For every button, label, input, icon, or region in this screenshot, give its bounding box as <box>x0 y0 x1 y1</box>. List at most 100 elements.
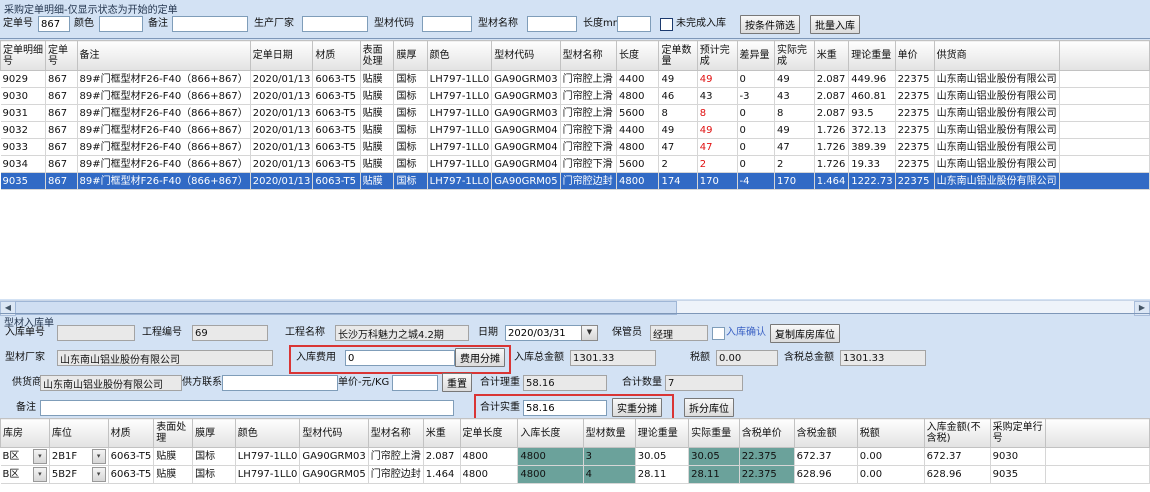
cell[interactable]: 4800 <box>517 465 584 484</box>
cell[interactable]: GA90GRM03 <box>491 87 561 105</box>
table-row[interactable]: 9029 867 89#门框型材F26-F40（866+867） 2020/01/13… <box>0 70 1150 88</box>
cell[interactable]: 山东南山铝业股份有限公司 <box>934 104 1060 122</box>
cell[interactable]: 国标 <box>393 138 428 156</box>
cell[interactable]: ▾ B区 <box>0 447 50 466</box>
date-dropdown-button[interactable]: ▼ <box>581 325 598 341</box>
inbound-no-field[interactable] <box>57 325 135 341</box>
cell[interactable]: 2.087 <box>814 104 850 122</box>
cell[interactable]: 22375 <box>895 155 935 173</box>
cell[interactable]: 2020/01/13 <box>250 121 314 139</box>
fee-input[interactable] <box>345 350 455 366</box>
cell[interactable]: 国标 <box>393 155 428 173</box>
cell[interactable]: 47 <box>697 138 738 156</box>
cell[interactable]: 国标 <box>192 447 236 466</box>
cell[interactable]: 22.375 <box>739 465 795 484</box>
total-theory-field[interactable] <box>523 375 607 391</box>
cell[interactable]: 9030 <box>0 87 46 105</box>
cell[interactable]: 山东南山铝业股份有限公司 <box>934 87 1060 105</box>
cell[interactable]: 1.726 <box>814 155 850 173</box>
length-filter-input[interactable] <box>617 16 651 32</box>
cell[interactable]: 门帘腔边封 <box>368 465 424 484</box>
cell[interactable]: 国标 <box>393 104 428 122</box>
cell[interactable]: 89#门框型材F26-F40（866+867） <box>77 104 251 122</box>
cell[interactable]: 19.33 <box>848 155 896 173</box>
cell[interactable]: 28.11 <box>688 465 740 484</box>
cell[interactable]: GA90GRM03 <box>491 104 561 122</box>
inbound-confirm-checkbox[interactable] <box>712 327 725 340</box>
cell[interactable]: 9034 <box>0 155 46 173</box>
cell[interactable]: 170 <box>774 172 815 190</box>
dropdown-arrow-icon[interactable]: ▾ <box>91 467 106 482</box>
tax-field[interactable] <box>716 350 778 366</box>
cell[interactable]: 89#门框型材F26-F40（866+867） <box>77 172 251 190</box>
dropdown-arrow-icon[interactable]: ▾ <box>91 449 106 464</box>
table-row[interactable]: 9035 867 89#门框型材F26-F40（866+867） 2020/01/13… <box>0 172 1150 190</box>
cell[interactable]: 贴膜 <box>153 465 194 484</box>
cell[interactable]: 2020/01/13 <box>250 155 314 173</box>
order-no-input[interactable] <box>38 16 70 32</box>
cell[interactable]: -3 <box>737 87 776 105</box>
cell[interactable]: 47 <box>774 138 815 156</box>
cell[interactable]: 门帘腔上滑 <box>560 70 618 88</box>
cell[interactable]: 1.726 <box>814 138 850 156</box>
cell[interactable]: 43 <box>697 87 738 105</box>
fee-share-button[interactable]: 费用分摊 <box>455 348 505 367</box>
cell[interactable]: 867 <box>45 104 78 122</box>
cell[interactable]: 9030 <box>990 447 1046 466</box>
cell[interactable]: 0 <box>737 104 776 122</box>
cell[interactable]: 山东南山铝业股份有限公司 <box>934 172 1060 190</box>
copy-location-button[interactable]: 复制库房库位 <box>770 324 840 343</box>
cell[interactable]: 6063-T5 <box>312 70 361 88</box>
cell[interactable]: 1222.73 <box>848 172 896 190</box>
remark-filter-input[interactable] <box>172 16 248 32</box>
cell[interactable]: 山东南山铝业股份有限公司 <box>934 155 1060 173</box>
cell[interactable]: GA90GRM03 <box>299 447 369 466</box>
cell[interactable]: 49 <box>774 70 815 88</box>
cell[interactable]: 山东南山铝业股份有限公司 <box>934 138 1060 156</box>
cell[interactable]: 贴膜 <box>360 87 395 105</box>
cell[interactable]: 89#门框型材F26-F40（866+867） <box>77 70 251 88</box>
cell[interactable] <box>1059 172 1150 190</box>
cell[interactable] <box>1059 155 1150 173</box>
actual-share-button[interactable]: 实重分摊 <box>612 398 662 417</box>
cell[interactable]: GA90GRM03 <box>491 70 561 88</box>
cell[interactable]: 门帘腔上滑 <box>560 104 618 122</box>
table-row[interactable]: ▾ B区 ▾ 2B1F 6063-T5 贴膜 国标 LH797-1LL0 GA90GRM03 门帘… <box>0 447 1150 466</box>
cell[interactable]: 49 <box>658 70 698 88</box>
cell[interactable]: 山东南山铝业股份有限公司 <box>934 70 1060 88</box>
cell[interactable]: 49 <box>697 70 738 88</box>
cell[interactable]: 贴膜 <box>360 138 395 156</box>
cell[interactable]: 5600 <box>616 104 660 122</box>
cell[interactable]: 672.37 <box>924 447 991 466</box>
supplier-field[interactable] <box>40 375 182 391</box>
cell[interactable]: 3 <box>583 447 636 466</box>
cell[interactable]: LH797-1LL0 <box>427 138 493 156</box>
cell[interactable]: 2.087 <box>814 70 850 88</box>
cell[interactable]: 47 <box>658 138 698 156</box>
cell[interactable]: 门帘腔上滑 <box>368 447 424 466</box>
cell[interactable]: 0.00 <box>857 447 925 466</box>
cell[interactable]: 2020/01/13 <box>250 87 314 105</box>
unfinished-checkbox[interactable] <box>660 18 673 31</box>
cell[interactable]: GA90GRM04 <box>491 155 561 173</box>
cell[interactable]: 89#门框型材F26-F40（866+867） <box>77 155 251 173</box>
total-with-tax-field[interactable] <box>840 350 926 366</box>
table-row[interactable]: 9032 867 89#门框型材F26-F40（866+867） 2020/01/13… <box>0 121 1150 139</box>
profile-code-filter-input[interactable] <box>422 16 472 32</box>
cell[interactable]: 贴膜 <box>153 447 194 466</box>
cell[interactable]: 22375 <box>895 172 935 190</box>
cell[interactable]: 4800 <box>616 87 660 105</box>
cell[interactable]: 6063-T5 <box>312 104 361 122</box>
cell[interactable]: 372.13 <box>848 121 896 139</box>
cell[interactable] <box>1059 104 1150 122</box>
cell[interactable]: 867 <box>45 70 78 88</box>
cell[interactable]: 867 <box>45 121 78 139</box>
cell[interactable]: LH797-1LL0 <box>235 447 301 466</box>
dropdown-arrow-icon[interactable]: ▾ <box>32 467 47 482</box>
cell[interactable]: LH797-1LL0 <box>427 121 493 139</box>
contact-input[interactable] <box>222 375 338 391</box>
cell[interactable]: 449.96 <box>848 70 896 88</box>
cell[interactable] <box>1059 138 1150 156</box>
cell[interactable]: 628.96 <box>794 465 858 484</box>
cell[interactable]: 门帘腔下滑 <box>560 121 618 139</box>
